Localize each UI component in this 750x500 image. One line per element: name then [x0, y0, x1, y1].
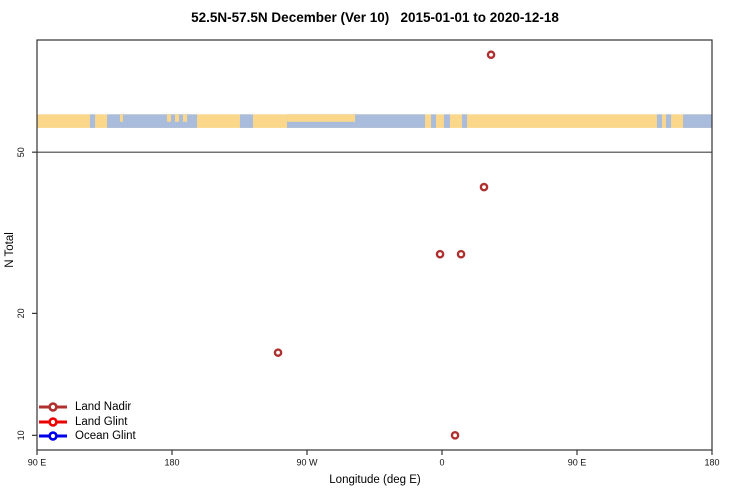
x-tick-label: 180: [164, 458, 179, 468]
data-point-land-nadir: [479, 182, 489, 192]
plot-frame: [36, 39, 713, 451]
map-strip-ocean: [107, 114, 198, 128]
map-strip-island: [119, 114, 123, 122]
data-point-land-nadir: [435, 249, 445, 259]
legend-label: Land Nadir: [75, 401, 132, 413]
map-strip-ocean: [683, 114, 712, 128]
map-strip-island: [287, 114, 355, 122]
legend: Land Nadir Land Glint Ocean Glint: [38, 400, 136, 444]
legend-marker-icon: [39, 402, 67, 412]
y-tick-label: 50: [16, 147, 26, 157]
legend-item-land-nadir: Land Nadir: [38, 400, 136, 415]
x-tick-label: 90 W: [296, 458, 318, 468]
map-strip-ocean: [239, 114, 253, 128]
data-point-land-nadir: [273, 348, 283, 357]
map-strip-ocean: [665, 114, 672, 128]
x-tick-label: 90 E: [568, 458, 587, 468]
data-point-land-nadir: [450, 431, 460, 440]
legend-label: Land Glint: [75, 415, 128, 428]
map-strip-ocean: [431, 114, 436, 128]
legend-item-ocean-glint: Ocean Glint: [38, 429, 136, 444]
legend-marker-icon: [39, 431, 67, 441]
data-point-land-nadir: [456, 249, 466, 259]
x-tick-label: 0: [439, 458, 444, 468]
legend-marker-icon: [39, 417, 67, 427]
legend-label: Ocean Glint: [75, 430, 136, 442]
y-tick-label: 20: [16, 308, 26, 318]
y-tick-label: 10: [16, 430, 26, 440]
map-strip-ocean: [461, 114, 468, 128]
map-strip-ocean: [656, 114, 663, 128]
data-point-land-nadir: [486, 50, 496, 60]
legend-item-land-glint: Land Glint: [38, 415, 136, 430]
map-strip-island: [167, 114, 171, 122]
map-strip-ocean: [443, 114, 450, 128]
chart-title: 52.5N-57.5N December (Ver 10) 2015-01-01…: [191, 10, 559, 25]
x-tick-label: 90 E: [28, 458, 47, 468]
map-strip-ocean: [89, 114, 96, 128]
map-strip-island: [182, 114, 187, 122]
x-axis-title: Longitude (deg E): [329, 474, 421, 486]
map-strip-island: [175, 114, 180, 122]
x-tick-label: 180: [704, 458, 719, 468]
